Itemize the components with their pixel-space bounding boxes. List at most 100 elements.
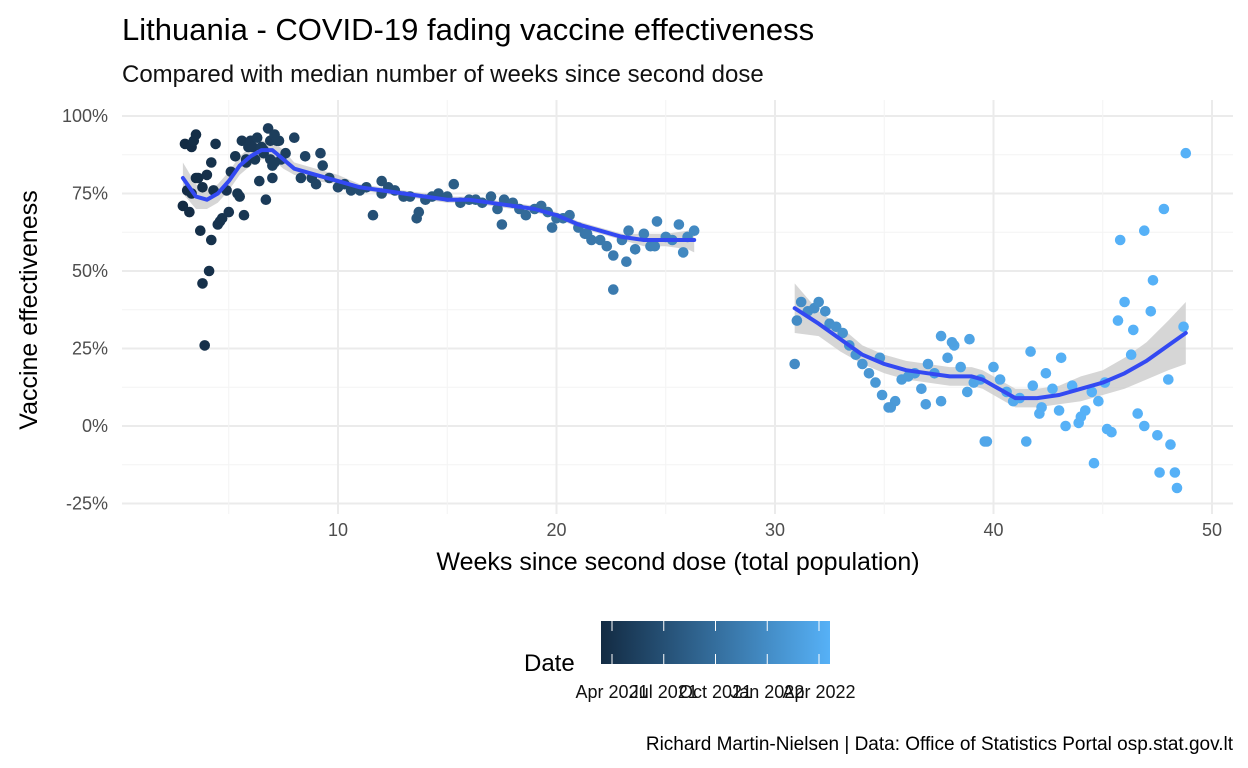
data-point: [280, 147, 291, 159]
data-point: [269, 157, 280, 168]
data-point: [876, 389, 888, 401]
chart-subtitle: Compared with median number of weeks sin…: [122, 61, 764, 88]
data-point: [1119, 296, 1130, 308]
data-point: [1125, 349, 1137, 361]
x-tick-label: 50: [1202, 520, 1222, 540]
legend-tick-label: Apr 2021: [575, 682, 648, 702]
legend-tick-label: Oct 2021: [679, 682, 752, 702]
data-point: [206, 234, 217, 246]
data-point: [267, 172, 278, 184]
data-point: [1152, 430, 1163, 441]
data-point: [197, 182, 208, 193]
data-point: [922, 358, 934, 370]
data-point: [199, 340, 210, 351]
data-point: [857, 358, 868, 370]
data-point: [210, 138, 221, 150]
data-point: [651, 216, 663, 227]
data-point: [1066, 380, 1078, 392]
data-point: [345, 185, 357, 196]
data-point: [238, 209, 250, 221]
data-point: [1139, 420, 1150, 432]
data-point: [546, 222, 558, 233]
data-point: [621, 256, 632, 268]
data-point: [638, 228, 650, 240]
data-point: [1114, 234, 1126, 246]
data-point: [837, 327, 848, 339]
data-point: [1021, 436, 1032, 447]
data-point: [251, 132, 263, 143]
data-point: [273, 135, 285, 147]
data-point: [789, 358, 800, 370]
legend-tick-label: Jul 2021: [630, 682, 698, 702]
data-point: [608, 284, 619, 295]
data-point: [1047, 383, 1058, 395]
data-point: [946, 337, 958, 348]
data-point: [608, 250, 619, 261]
data-point: [192, 172, 204, 184]
data-point: [994, 374, 1006, 385]
y-axis-ticks: -25% 0% 25% 50% 75% 100%: [62, 106, 108, 514]
y-tick-label: -25%: [66, 494, 108, 514]
data-point: [260, 194, 272, 205]
data-point: [988, 361, 999, 373]
data-point: [1036, 402, 1047, 413]
data-point: [813, 296, 824, 308]
x-tick-label: 10: [328, 520, 348, 540]
data-point: [1158, 203, 1170, 215]
x-axis-title: Weeks since second dose (total populatio…: [436, 548, 919, 576]
grid: [122, 100, 1233, 514]
data-point: [295, 172, 307, 184]
data-point: [216, 213, 228, 224]
x-tick-label: 20: [546, 520, 566, 540]
data-point: [594, 234, 606, 246]
data-point: [376, 175, 388, 187]
data-point: [1088, 457, 1100, 469]
data-point: [979, 436, 991, 447]
data-point: [310, 178, 322, 190]
data-point: [920, 399, 932, 410]
data-point: [1178, 321, 1189, 333]
data-point: [962, 386, 973, 398]
chart-title: Lithuania - COVID-19 fading vaccine effe…: [122, 12, 814, 47]
data-point: [520, 209, 532, 221]
y-tick-label: 100%: [62, 106, 108, 126]
data-point: [820, 306, 831, 317]
data-point: [1040, 368, 1052, 379]
data-point: [1101, 423, 1113, 435]
data-point: [1027, 380, 1039, 392]
data-point: [688, 225, 700, 236]
data-point: [942, 352, 953, 364]
data-point: [1163, 374, 1174, 385]
data-point: [230, 151, 241, 162]
data-point: [1053, 405, 1065, 416]
data-point: [203, 265, 215, 277]
legend-title: Date: [524, 650, 575, 677]
data-point: [935, 395, 947, 407]
data-point: [863, 368, 875, 379]
data-point: [964, 333, 975, 345]
data-point: [448, 178, 460, 190]
data-point: [1112, 315, 1124, 326]
x-tick-label: 40: [983, 520, 1003, 540]
data-point: [206, 157, 217, 168]
data-point: [677, 247, 689, 258]
data-point: [916, 383, 927, 395]
x-axis-ticks: 10 20 30 40 50: [328, 520, 1222, 540]
data-point: [195, 225, 206, 236]
data-point: [1132, 408, 1143, 419]
data-point: [581, 228, 593, 240]
data-point: [795, 296, 807, 308]
y-tick-label: 25%: [72, 339, 108, 359]
data-point: [1075, 411, 1087, 423]
x-tick-label: 30: [765, 520, 785, 540]
data-point: [485, 191, 497, 202]
y-tick-label: 75%: [72, 184, 108, 204]
data-point: [247, 141, 259, 153]
data-point: [492, 203, 503, 215]
data-point: [1165, 439, 1176, 450]
data-point: [885, 402, 897, 413]
data-point: [1055, 352, 1067, 364]
data-point: [413, 206, 425, 218]
data-point: [673, 219, 685, 230]
